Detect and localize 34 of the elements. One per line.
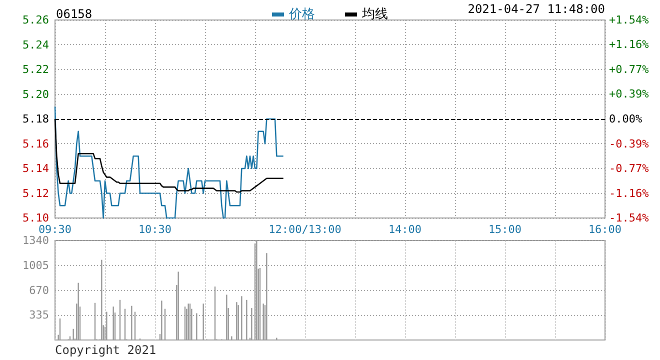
x-tick-label: 16:00 [588,223,622,236]
y2-tick-label: 0.00% [609,112,642,126]
legend-label: 均线 [361,7,388,22]
y-tick-label: 5.20 [22,88,49,101]
y-tick-label: 5.18 [22,112,49,126]
y2-tick-label: -0.39% [609,138,650,151]
y-tick-label: 5.14 [22,162,50,175]
y2-tick-label: -1.54% [609,212,650,224]
y-tick-label: 670 [29,284,49,297]
y-tick-label: 5.16 [22,137,49,150]
y2-tick-label: -1.16% [609,187,650,200]
y2-tick-label: +0.77% [609,63,650,76]
x-tick-label: 10:30 [138,223,172,236]
y2-tick-label: +1.54% [609,14,650,26]
x-tick-label: 14:00 [388,223,422,236]
y-tick-label: 1340 [22,234,49,247]
x-tick-label: 15:00 [488,223,522,236]
y-tick-label: 5.24 [22,38,50,52]
y2-tick-label: +0.39% [609,87,650,100]
line-series [54,106,284,219]
y2-tick-label: +1.16% [609,38,650,51]
y-tick-label: 5.26 [22,14,49,26]
y2-tick-label: -0.77% [609,162,650,175]
x-tick-label: 12:00/13:00 [268,223,342,236]
chart-title: 06158 [56,7,92,21]
text: 2021-04-27 11:48:00 [468,2,606,16]
y-tick-label: 1005 [22,258,49,272]
legend-label: 价格 [288,7,315,22]
y-tick-label: 335 [29,308,49,322]
y-tick-label: 5.22 [22,63,49,76]
x-tick-label: 09:30 [38,223,72,236]
y-tick-label: 5.12 [22,186,49,200]
text: Copyright 2021 [55,343,156,357]
y-tick-label: 5.10 [22,212,49,224]
